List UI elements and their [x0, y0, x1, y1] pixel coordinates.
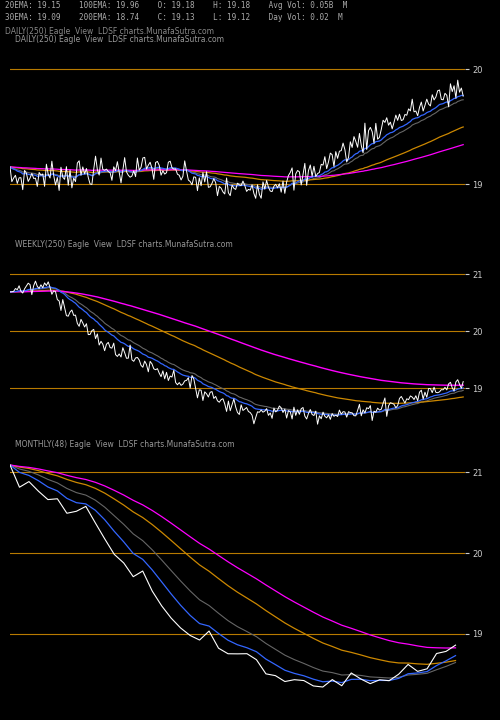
Text: WEEKLY(250) Eagle  View  LDSF charts.MunafaSutra.com: WEEKLY(250) Eagle View LDSF charts.Munaf… [14, 240, 232, 249]
Text: MONTHLY(48) Eagle  View  LDSF charts.MunafaSutra.com: MONTHLY(48) Eagle View LDSF charts.Munaf… [14, 440, 234, 449]
Text: 20EMA: 19.15    100EMA: 19.96    O: 19.18    H: 19.18    Avg Vol: 0.05B  M: 20EMA: 19.15 100EMA: 19.96 O: 19.18 H: 1… [5, 1, 347, 11]
Text: 30EMA: 19.09    200EMA: 18.74    C: 19.13    L: 19.12    Day Vol: 0.02  M: 30EMA: 19.09 200EMA: 18.74 C: 19.13 L: 1… [5, 13, 342, 22]
Text: DAILY(250) Eagle  View  LDSF charts.MunafaSutra.com: DAILY(250) Eagle View LDSF charts.Munafa… [5, 27, 214, 36]
Text: DAILY(250) Eagle  View  LDSF charts.MunafaSutra.com: DAILY(250) Eagle View LDSF charts.Munafa… [14, 35, 224, 44]
